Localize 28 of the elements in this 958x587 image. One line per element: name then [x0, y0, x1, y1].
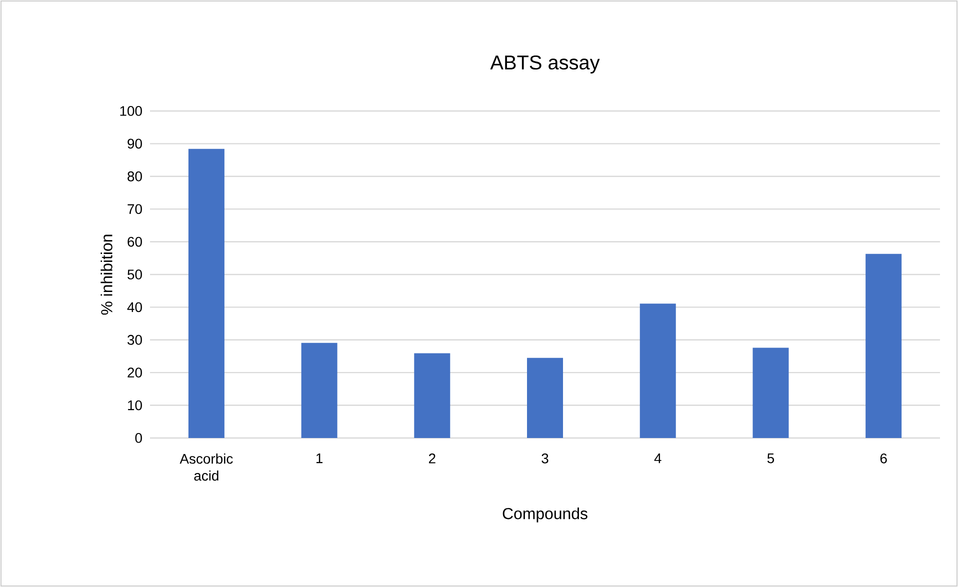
bar [527, 358, 564, 438]
x-tick-label: 6 [880, 453, 887, 464]
y-tick-label: 90 [128, 138, 142, 149]
bar [301, 342, 338, 438]
bar [640, 304, 676, 438]
y-tick-label: 100 [120, 106, 142, 116]
x-tick-label: 3 [542, 453, 548, 464]
bar [752, 348, 789, 438]
y-axis-title: % inhibition [100, 234, 112, 315]
y-tick-label: 40 [127, 302, 142, 312]
bar [414, 353, 450, 438]
x-tick-label: 5 [767, 454, 774, 464]
chart-title: ABTS assay [490, 55, 600, 74]
y-tick-label: 80 [128, 171, 142, 182]
bar [188, 148, 224, 438]
y-tick-label: 60 [128, 236, 142, 247]
x-tick-label: Ascorbic acid [180, 454, 233, 481]
y-tick-label: 20 [128, 368, 142, 378]
x-tick-label: 2 [428, 453, 436, 464]
y-tick-label: 70 [128, 204, 142, 214]
x-axis-title: Compounds [502, 508, 588, 522]
x-tick-label: 4 [654, 454, 662, 464]
y-tick-label: 50 [128, 270, 142, 280]
bar [866, 254, 902, 438]
x-tick-label: 1 [316, 454, 322, 464]
y-tick-label: 0 [135, 433, 142, 443]
y-tick-label: 30 [128, 334, 142, 345]
y-tick-label: 10 [128, 400, 142, 410]
